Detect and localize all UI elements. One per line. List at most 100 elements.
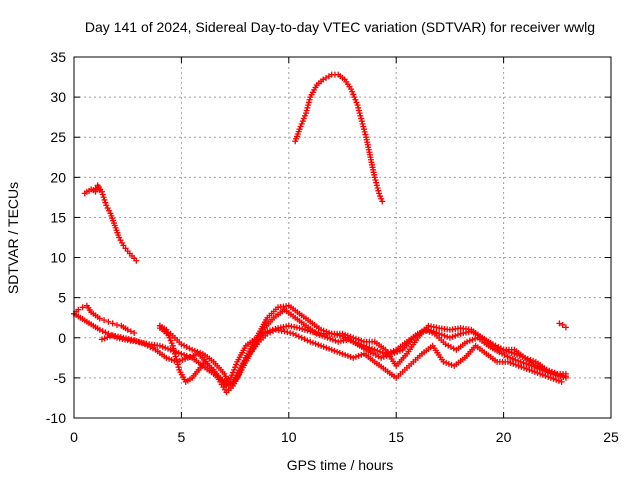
data-point — [532, 362, 539, 369]
y-tick-label: 35 — [50, 49, 66, 65]
data-point — [295, 333, 302, 340]
data-point — [319, 332, 326, 339]
x-tick-label: 15 — [388, 429, 404, 445]
data-point — [190, 352, 197, 359]
data-point — [554, 370, 561, 377]
data-point — [507, 354, 514, 361]
data-point — [507, 359, 514, 366]
data-point — [309, 339, 316, 346]
data-point — [348, 86, 355, 93]
series-arc-10 — [556, 320, 569, 331]
data-point — [304, 337, 311, 344]
data-point — [538, 364, 545, 371]
data-point — [438, 331, 445, 338]
data-point — [191, 347, 198, 354]
data-point — [521, 364, 528, 371]
data-point — [350, 334, 357, 341]
data-point — [543, 366, 550, 373]
data-point — [298, 120, 305, 127]
data-point — [361, 128, 368, 135]
data-point — [445, 360, 452, 367]
data-point — [175, 349, 182, 356]
data-point — [299, 118, 306, 125]
data-point — [323, 328, 330, 335]
data-point — [101, 196, 108, 203]
data-point — [197, 349, 204, 356]
data-point — [562, 324, 569, 331]
data-point — [512, 356, 519, 363]
data-point — [517, 358, 524, 365]
data-point — [360, 126, 367, 133]
data-point — [542, 372, 549, 379]
data-point — [334, 348, 341, 355]
data-point — [523, 360, 530, 367]
data-point — [534, 369, 541, 376]
data-point — [105, 318, 112, 325]
data-point — [305, 102, 312, 109]
y-tick-label: 15 — [50, 209, 66, 225]
data-point — [316, 331, 323, 338]
data-point — [466, 337, 473, 344]
series-arc-4 — [156, 322, 565, 396]
data-point — [131, 337, 138, 344]
data-point — [358, 337, 365, 344]
data-point — [441, 332, 448, 339]
data-point — [454, 331, 461, 338]
data-point — [559, 321, 566, 328]
data-point — [167, 346, 174, 353]
data-point — [133, 338, 140, 345]
data-point — [98, 336, 105, 343]
data-point — [133, 257, 140, 264]
data-point — [102, 329, 109, 336]
data-point — [373, 179, 380, 186]
data-point — [92, 185, 99, 192]
data-point — [355, 336, 362, 343]
data-point — [159, 343, 166, 350]
data-points — [71, 71, 569, 396]
data-point — [320, 327, 327, 334]
data-point — [556, 320, 563, 327]
data-point — [231, 366, 238, 373]
data-point — [299, 325, 306, 332]
data-point — [178, 350, 185, 357]
data-point — [336, 349, 343, 356]
data-point — [184, 354, 191, 361]
y-tick-label: 25 — [50, 129, 66, 145]
data-point — [550, 375, 557, 382]
data-point — [539, 371, 546, 378]
data-point — [189, 346, 196, 353]
data-point — [331, 347, 338, 354]
data-point — [518, 363, 525, 370]
series-arc-5 — [156, 302, 569, 389]
data-point — [366, 344, 373, 351]
data-point — [355, 104, 362, 111]
data-point — [357, 112, 364, 119]
data-point — [270, 328, 277, 335]
x-tick-label: 0 — [70, 429, 78, 445]
data-point — [378, 354, 385, 361]
data-point — [318, 342, 325, 349]
data-point — [553, 376, 560, 383]
data-point — [360, 123, 367, 130]
data-point — [355, 107, 362, 114]
data-point — [306, 96, 313, 103]
x-tick-label: 5 — [178, 429, 186, 445]
data-point — [342, 331, 349, 338]
data-point — [96, 326, 103, 333]
x-tick-label: 10 — [281, 429, 297, 445]
data-point — [321, 333, 328, 340]
data-point — [347, 333, 354, 340]
data-point — [139, 340, 146, 347]
data-point — [298, 334, 305, 341]
data-point — [373, 182, 380, 189]
data-point — [531, 368, 538, 375]
data-point — [303, 107, 310, 114]
series-arc-8 — [81, 182, 103, 197]
data-point — [426, 328, 433, 335]
data-point — [179, 356, 186, 363]
data-point — [170, 345, 177, 352]
x-axis-label: GPS time / hours — [287, 457, 394, 473]
data-point — [344, 352, 351, 359]
data-point — [172, 353, 179, 360]
chart-title: Day 141 of 2024, Sidereal Day-to-day VTE… — [85, 19, 595, 35]
